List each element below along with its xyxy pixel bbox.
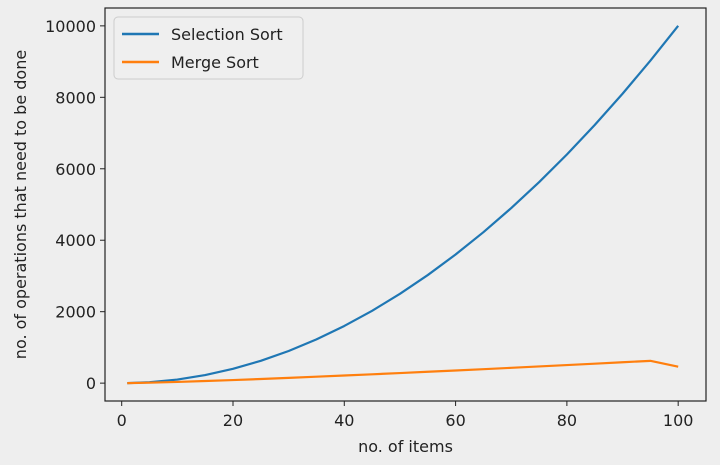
legend: Selection Sort Merge Sort xyxy=(113,16,304,80)
y-tick-label: 2000 xyxy=(55,303,96,322)
x-axis-label: no. of items xyxy=(358,437,453,456)
legend-entry-0: Selection Sort xyxy=(171,25,283,44)
x-tick-label: 40 xyxy=(334,411,354,430)
series-line-1 xyxy=(127,359,679,385)
legend-entry-1: Merge Sort xyxy=(171,53,259,72)
x-tick-label: 80 xyxy=(557,411,577,430)
y-tick-label: 8000 xyxy=(55,88,96,107)
x-tick-label: 0 xyxy=(117,411,127,430)
x-tick-label: 100 xyxy=(663,411,694,430)
y-tick-label: 4000 xyxy=(55,231,96,250)
series-line-0 xyxy=(127,25,680,385)
series-layer xyxy=(127,25,680,385)
y-tick-label: 10000 xyxy=(45,17,96,36)
x-tick-label: 20 xyxy=(223,411,243,430)
ticks-layer: 0 20 40 60 80 100 0 2000 4000 6000 8000 10000 xyxy=(45,17,693,430)
y-tick-label: 0 xyxy=(86,374,96,393)
y-axis-label: no. of operations that need to be done xyxy=(11,50,30,359)
y-tick-label: 6000 xyxy=(55,160,96,179)
legend-box xyxy=(113,16,304,80)
x-tick-label: 60 xyxy=(445,411,465,430)
